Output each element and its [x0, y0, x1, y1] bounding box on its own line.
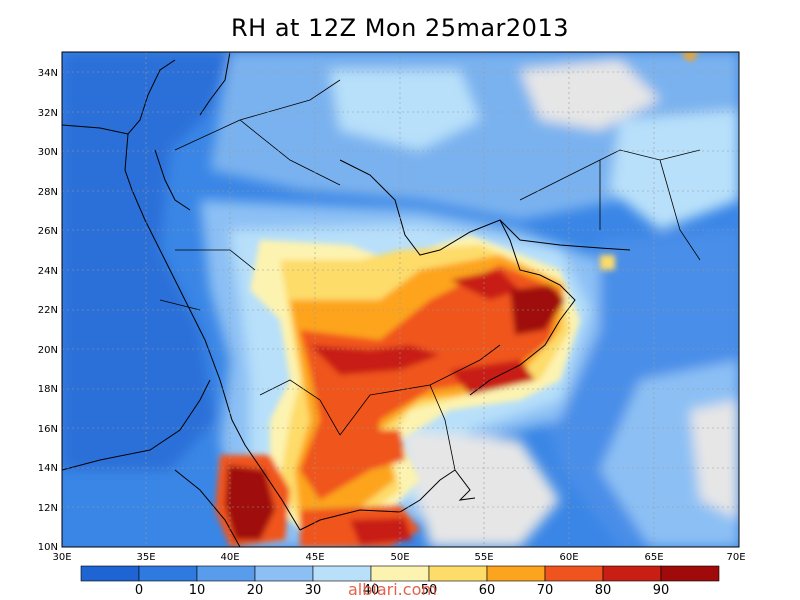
colorbar-swatch [254, 565, 314, 582]
colorbar-swatch [138, 565, 198, 582]
colorbar-label: 40 [363, 583, 380, 598]
lat-label: 22N [38, 305, 58, 316]
lon-label: 70E [726, 552, 745, 563]
colorbar-label: 90 [653, 583, 670, 598]
colorbar: 0 10 20 30 40 50 60 70 80 90 [80, 565, 720, 598]
colorbar-swatch [312, 565, 372, 582]
lat-label: 24N [38, 266, 58, 277]
lon-label: 50E [390, 552, 409, 563]
humidity-field [62, 52, 739, 547]
lat-label: 20N [38, 345, 58, 356]
lat-label: 32N [38, 108, 58, 119]
colorbar-swatch [428, 565, 488, 582]
chart-title: RH at 12Z Mon 25mar2013 [230, 14, 569, 42]
lon-label: 40E [220, 552, 239, 563]
colorbar-swatch [486, 565, 546, 582]
latitude-labels: 10N 12N 14N 16N 18N 20N 22N 24N 26N 28N … [38, 68, 58, 553]
lat-label: 34N [38, 68, 58, 79]
colorbar-label: 80 [595, 583, 612, 598]
lat-label: 14N [38, 463, 58, 474]
lat-label: 26N [38, 226, 58, 237]
map-frame [61, 51, 740, 548]
colorbar-label: 0 [135, 583, 143, 598]
colorbar-label: 10 [189, 583, 206, 598]
colorbar-label: 70 [537, 583, 554, 598]
colorbar-swatch [196, 565, 256, 582]
lat-label: 10N [38, 542, 58, 553]
colorbar-swatch [660, 565, 720, 582]
colorbar-label: 60 [479, 583, 496, 598]
lon-label: 30E [52, 552, 71, 563]
lat-label: 18N [38, 384, 58, 395]
colorbar-swatch [370, 565, 430, 582]
colorbar-label: 20 [247, 583, 264, 598]
lon-label: 35E [136, 552, 155, 563]
lon-label: 60E [559, 552, 578, 563]
lon-label: 65E [644, 552, 663, 563]
colorbar-label: 30 [305, 583, 322, 598]
colorbar-label: 50 [421, 583, 438, 598]
lat-label: 30N [38, 147, 58, 158]
lat-label: 16N [38, 424, 58, 435]
lon-label: 45E [305, 552, 324, 563]
coastlines [62, 52, 631, 547]
lon-label: 55E [474, 552, 493, 563]
colorbar-swatch [602, 565, 662, 582]
lat-label: 12N [38, 503, 58, 514]
colorbar-swatch [80, 565, 140, 582]
longitude-labels: 30E 35E 40E 45E 50E 55E 60E 65E 70E [52, 552, 745, 563]
watermark: albiari.com [348, 580, 437, 599]
colorbar-swatch [544, 565, 604, 582]
lat-label: 28N [38, 187, 58, 198]
borders [159, 79, 701, 471]
